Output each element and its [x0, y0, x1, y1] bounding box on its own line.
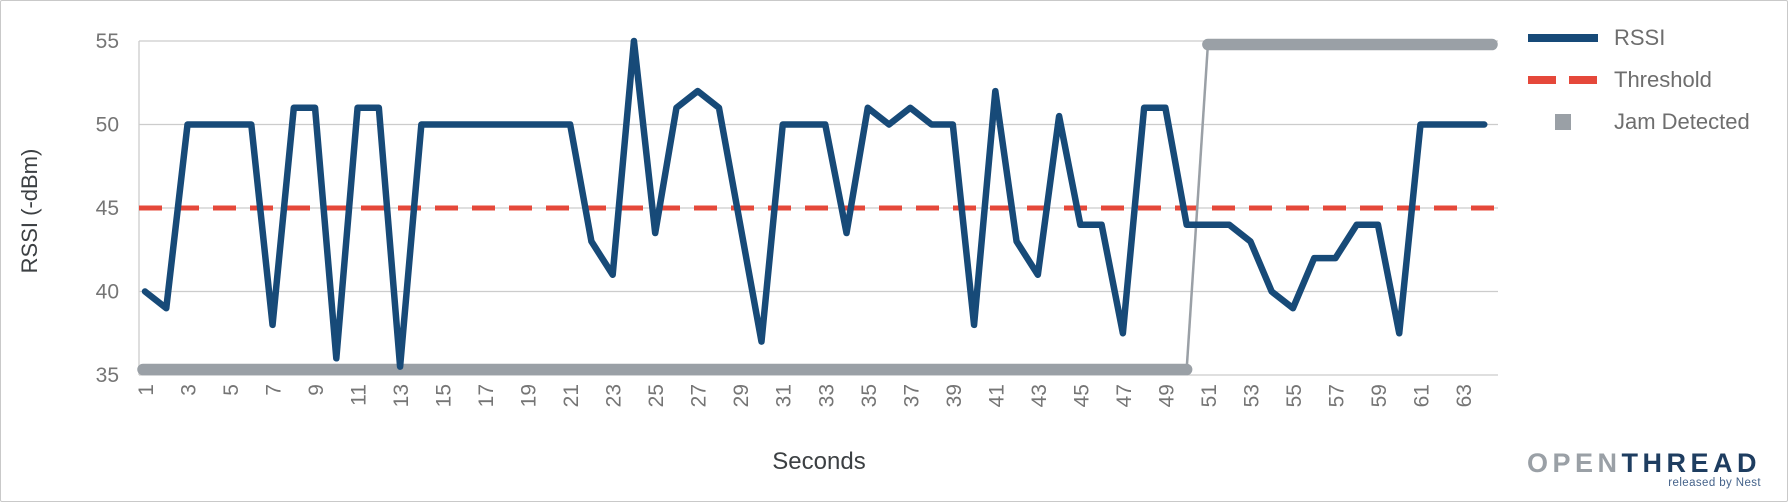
svg-text:29: 29: [730, 384, 753, 407]
svg-text:21: 21: [560, 384, 583, 407]
svg-text:23: 23: [603, 384, 626, 407]
svg-text:35: 35: [96, 364, 119, 387]
svg-text:17: 17: [475, 384, 498, 407]
rssi-line-swatch-icon: [1528, 34, 1598, 42]
svg-text:47: 47: [1113, 384, 1136, 407]
svg-text:61: 61: [1410, 384, 1433, 407]
svg-text:19: 19: [518, 384, 541, 407]
svg-text:59: 59: [1368, 384, 1391, 407]
svg-text:7: 7: [263, 384, 286, 396]
x-axis-title: Seconds: [772, 448, 865, 475]
svg-text:11: 11: [348, 384, 371, 406]
svg-text:1: 1: [135, 384, 158, 396]
svg-text:37: 37: [900, 384, 923, 407]
svg-text:49: 49: [1155, 384, 1178, 407]
svg-text:9: 9: [305, 384, 328, 396]
x-axis-tick-labels: 1 3 5 7 9 11 13 15 17 19 21 23 25 27 29 31 33 35 37 39 41 43 4…: [135, 384, 1476, 407]
svg-text:43: 43: [1028, 384, 1051, 407]
legend-item-jam: Jam Detected: [1528, 101, 1750, 143]
svg-text:5: 5: [220, 384, 243, 396]
openthread-wordmark: OPENTHREAD: [1526, 448, 1761, 479]
svg-text:31: 31: [773, 384, 796, 407]
chart-legend: RSSI Threshold Jam Detected: [1528, 17, 1750, 143]
svg-text:25: 25: [645, 384, 668, 407]
svg-text:53: 53: [1240, 384, 1263, 407]
svg-text:15: 15: [433, 384, 456, 407]
logo-tagline: released by Nest: [1668, 477, 1761, 489]
jam-series: [137, 38, 1498, 376]
legend-item-rssi: RSSI: [1528, 17, 1750, 59]
openthread-logo: OPENTHREAD released by Nest: [1526, 448, 1761, 489]
svg-text:51: 51: [1198, 384, 1221, 407]
rssi-line: [141, 37, 1488, 370]
legend-label-threshold: Threshold: [1614, 67, 1712, 92]
svg-text:55: 55: [96, 30, 119, 53]
svg-text:57: 57: [1325, 384, 1348, 407]
svg-text:3: 3: [178, 384, 201, 396]
svg-text:50: 50: [96, 114, 119, 137]
svg-text:39: 39: [943, 384, 966, 407]
jam-square-swatch-icon: [1555, 114, 1571, 130]
legend-label-rssi: RSSI: [1614, 25, 1666, 50]
svg-text:13: 13: [390, 384, 413, 407]
svg-text:40: 40: [96, 281, 119, 304]
svg-text:27: 27: [688, 384, 711, 407]
svg-text:63: 63: [1453, 384, 1476, 407]
svg-text:35: 35: [858, 384, 881, 407]
legend-item-threshold: Threshold: [1528, 59, 1750, 101]
svg-text:55: 55: [1283, 384, 1306, 407]
logo-open-text: OPEN: [1526, 448, 1622, 479]
legend-label-jam: Jam Detected: [1614, 109, 1750, 134]
threshold-dash-swatch-icon: [1528, 76, 1598, 84]
y-axis-title: RSSI (-dBm): [17, 149, 42, 274]
svg-text:41: 41: [985, 384, 1008, 407]
svg-text:45: 45: [96, 197, 119, 220]
logo-thread-text: THREAD: [1621, 448, 1761, 479]
svg-text:45: 45: [1070, 384, 1093, 407]
y-axis-tick-labels: 55 50 45 40 35: [96, 30, 119, 387]
svg-text:33: 33: [815, 384, 838, 407]
